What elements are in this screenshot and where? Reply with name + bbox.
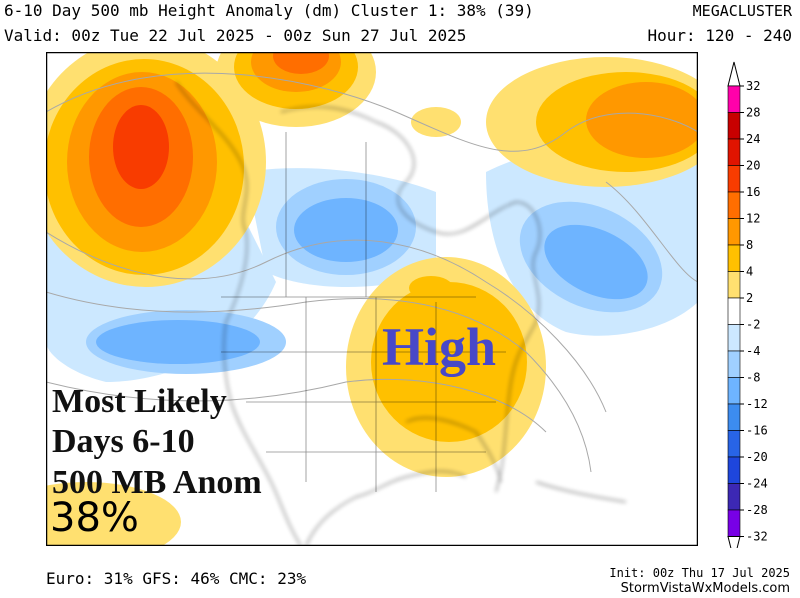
canada-trough (276, 179, 416, 275)
legend-swatch (727, 297, 741, 325)
coastlines (175, 81, 627, 546)
legend-swatch (727, 218, 741, 246)
init-time: Init: 00z Thu 17 Jul 2025 (609, 566, 790, 580)
legend-tick-label: 20 (746, 159, 760, 173)
overlay-line-most-likely: Most Likely (52, 383, 227, 420)
legend-tick-label: 32 (746, 79, 760, 93)
chart-title: 6-10 Day 500 mb Height Anomaly (dm) Clus… (4, 1, 534, 20)
legend-tick-label: -12 (746, 397, 768, 411)
legend-tick-label: -32 (746, 530, 768, 544)
model-weights: Euro: 31% GFS: 46% CMC: 23% (46, 569, 307, 588)
legend-arrow-top (727, 61, 741, 87)
legend-swatch (727, 191, 741, 219)
legend-swatch (727, 456, 741, 484)
legend-swatch (727, 138, 741, 166)
legend-swatch (727, 509, 741, 537)
legend-swatch (727, 85, 741, 113)
legend-tick-label: -16 (746, 424, 768, 438)
legend-swatch (727, 483, 741, 511)
legend-tick-label: -24 (746, 477, 768, 491)
legend-tick-label: -20 (746, 450, 768, 464)
legend-swatch (727, 430, 741, 458)
legend-tick-label: 24 (746, 132, 760, 146)
alaska-ridge (46, 52, 266, 287)
legend-tick-label: 2 (746, 291, 753, 305)
legend-tick-label: -4 (746, 344, 760, 358)
legend-tick-label: -8 (746, 371, 760, 385)
legend-tick-label: 12 (746, 212, 760, 226)
legend-tick-label: -2 (746, 318, 760, 332)
legend-tick-label: 4 (746, 265, 753, 279)
legend-swatch (727, 377, 741, 405)
high-label: High (382, 317, 497, 377)
hour-range: Hour: 120 - 240 (647, 26, 793, 45)
legend-swatch (727, 165, 741, 193)
overlay-line-anom: 500 MB Anom (52, 464, 262, 501)
legend-tick-label: 16 (746, 185, 760, 199)
valid-period: Valid: 00z Tue 22 Jul 2025 - 00z Sun 27 … (4, 26, 467, 45)
legend-swatch (727, 271, 741, 299)
legend-swatch (727, 403, 741, 431)
height-contours (46, 72, 698, 473)
legend-tick-label: 28 (746, 106, 760, 120)
atlantic-ridge (411, 57, 698, 187)
site-credit: StormVistaWxModels.com (620, 581, 790, 596)
pacific-trough (86, 310, 286, 374)
atlantic-trough (519, 201, 663, 313)
overlay-line-days: Days 6-10 (52, 423, 195, 460)
legend-swatch (727, 350, 741, 378)
brand-label: MEGACLUSTER (692, 2, 792, 20)
eastern-us-ridge (346, 257, 546, 477)
cluster-percent: 38% (50, 495, 139, 541)
legend-swatch (727, 244, 741, 272)
legend-tick-label: -28 (746, 503, 768, 517)
borders (221, 132, 506, 492)
anomaly-map (46, 52, 698, 546)
legend-swatch (727, 112, 741, 140)
legend-arrow-bottom (727, 536, 741, 548)
legend-swatch (727, 324, 741, 352)
color-legend: 32 28 24 20 16 12 8 4 2 -2 -4 -8 -12 -16 -20 -24 -28 -32 (727, 61, 768, 548)
legend-tick-label: 8 (746, 238, 753, 252)
